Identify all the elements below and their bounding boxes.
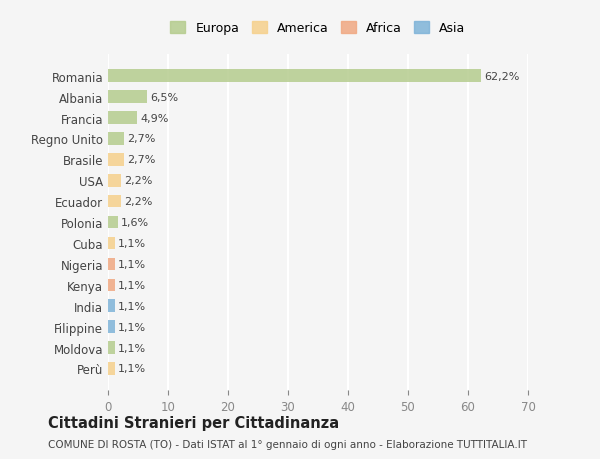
- Text: 4,9%: 4,9%: [140, 113, 169, 123]
- Bar: [108, 237, 115, 250]
- Text: 2,2%: 2,2%: [124, 197, 152, 207]
- Bar: [108, 70, 481, 83]
- Bar: [108, 196, 121, 208]
- Bar: [108, 279, 115, 291]
- Bar: [108, 133, 124, 146]
- Bar: [108, 321, 115, 333]
- Bar: [108, 112, 137, 124]
- Text: 1,6%: 1,6%: [121, 218, 149, 228]
- Text: 2,2%: 2,2%: [124, 176, 152, 186]
- Text: 2,7%: 2,7%: [127, 134, 155, 144]
- Legend: Europa, America, Africa, Asia: Europa, America, Africa, Asia: [167, 18, 469, 39]
- Text: 1,1%: 1,1%: [118, 239, 146, 248]
- Text: 1,1%: 1,1%: [118, 259, 146, 269]
- Bar: [108, 341, 115, 354]
- Bar: [108, 258, 115, 271]
- Text: 2,7%: 2,7%: [127, 155, 155, 165]
- Bar: [108, 216, 118, 229]
- Text: 1,1%: 1,1%: [118, 343, 146, 353]
- Text: 1,1%: 1,1%: [118, 364, 146, 374]
- Text: 6,5%: 6,5%: [150, 92, 178, 102]
- Text: 1,1%: 1,1%: [118, 301, 146, 311]
- Bar: [108, 300, 115, 312]
- Text: 1,1%: 1,1%: [118, 322, 146, 332]
- Text: 1,1%: 1,1%: [118, 280, 146, 290]
- Bar: [108, 363, 115, 375]
- Bar: [108, 154, 124, 166]
- Text: Cittadini Stranieri per Cittadinanza: Cittadini Stranieri per Cittadinanza: [48, 415, 339, 430]
- Bar: [108, 174, 121, 187]
- Bar: [108, 91, 147, 104]
- Text: 62,2%: 62,2%: [484, 72, 520, 82]
- Text: COMUNE DI ROSTA (TO) - Dati ISTAT al 1° gennaio di ogni anno - Elaborazione TUTT: COMUNE DI ROSTA (TO) - Dati ISTAT al 1° …: [48, 440, 527, 449]
